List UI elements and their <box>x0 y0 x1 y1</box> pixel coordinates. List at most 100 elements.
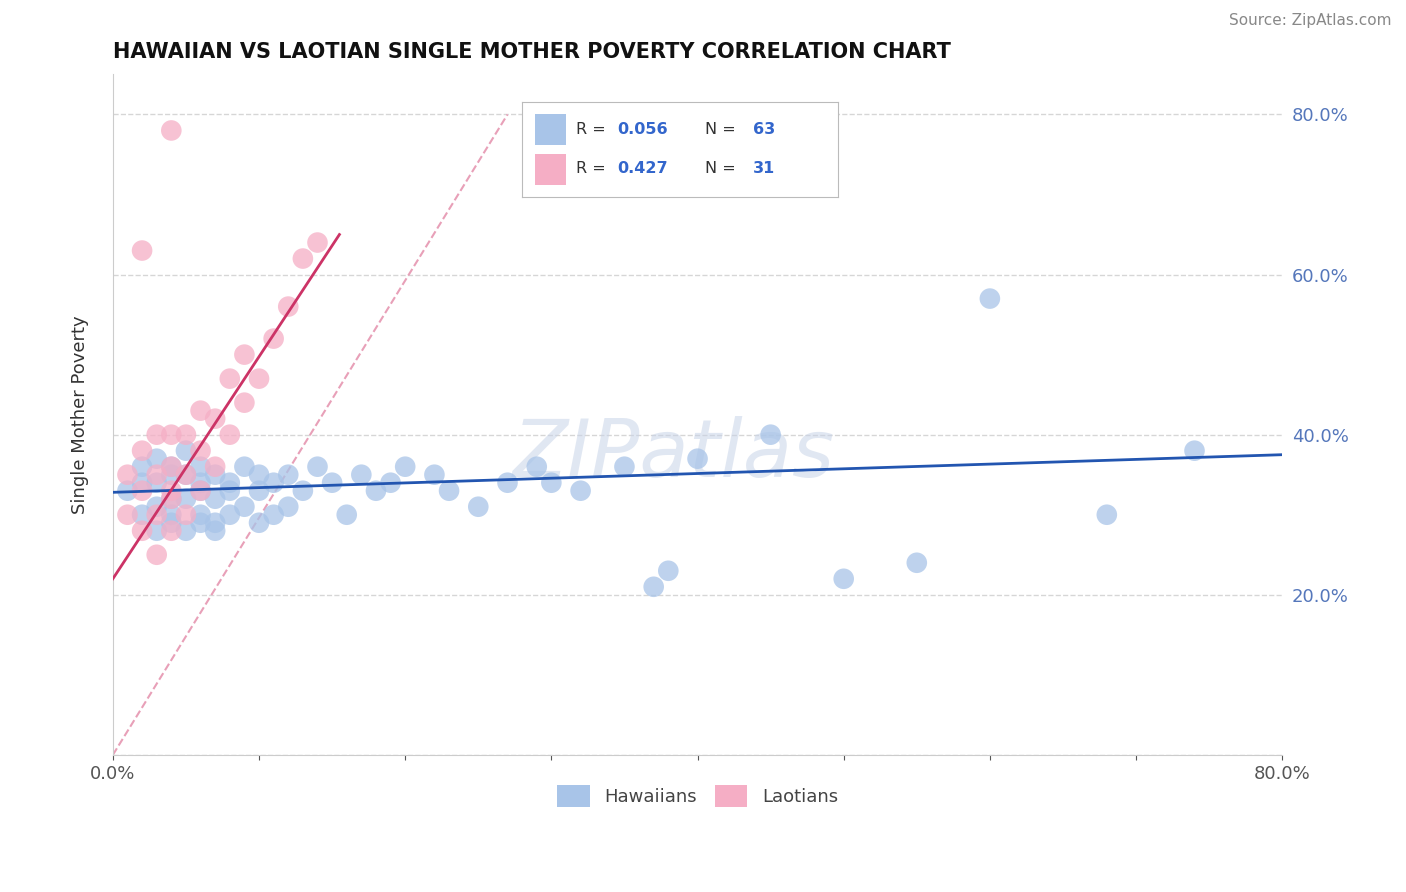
Text: Source: ZipAtlas.com: Source: ZipAtlas.com <box>1229 13 1392 29</box>
Point <box>160 467 183 482</box>
Point <box>686 451 709 466</box>
Point <box>277 467 299 482</box>
Point <box>526 459 548 474</box>
Point <box>160 459 183 474</box>
Point <box>291 252 314 266</box>
Point <box>190 475 212 490</box>
Point <box>263 508 285 522</box>
Point <box>145 500 167 514</box>
Point <box>247 467 270 482</box>
Point <box>131 443 153 458</box>
Point <box>540 475 562 490</box>
Point <box>174 467 197 482</box>
Point <box>145 508 167 522</box>
Point <box>979 292 1001 306</box>
Point <box>657 564 679 578</box>
Point <box>160 508 183 522</box>
Point <box>131 475 153 490</box>
Legend: Hawaiians, Laotians: Hawaiians, Laotians <box>550 778 845 814</box>
Point <box>160 491 183 506</box>
Point <box>277 500 299 514</box>
Point <box>145 475 167 490</box>
Point <box>233 395 256 409</box>
Point <box>218 483 240 498</box>
Point <box>1095 508 1118 522</box>
Point <box>117 483 139 498</box>
Y-axis label: Single Mother Poverty: Single Mother Poverty <box>72 316 89 514</box>
Point <box>204 467 226 482</box>
Point <box>145 467 167 482</box>
Point <box>145 451 167 466</box>
Point <box>145 427 167 442</box>
Point <box>160 516 183 530</box>
Point <box>131 459 153 474</box>
Point <box>233 348 256 362</box>
Point <box>190 508 212 522</box>
Point <box>204 411 226 425</box>
Point <box>160 524 183 538</box>
Point <box>423 467 446 482</box>
Point <box>350 467 373 482</box>
Point <box>643 580 665 594</box>
Point <box>496 475 519 490</box>
Point <box>174 443 197 458</box>
Point <box>218 371 240 385</box>
Point <box>174 524 197 538</box>
Point <box>569 483 592 498</box>
Point <box>263 332 285 346</box>
Point <box>145 548 167 562</box>
Point <box>467 500 489 514</box>
Point <box>759 427 782 442</box>
Point <box>160 427 183 442</box>
Point <box>307 459 329 474</box>
Point <box>160 123 183 137</box>
Point <box>174 491 197 506</box>
Point <box>131 508 153 522</box>
Point <box>247 516 270 530</box>
Point <box>336 508 359 522</box>
Point <box>832 572 855 586</box>
Point <box>307 235 329 250</box>
Point <box>174 427 197 442</box>
Point <box>263 475 285 490</box>
Point <box>204 524 226 538</box>
Point <box>321 475 343 490</box>
Point <box>190 403 212 417</box>
Point <box>117 467 139 482</box>
Point <box>190 443 212 458</box>
Text: ZIPatlas: ZIPatlas <box>513 417 835 494</box>
Point <box>204 491 226 506</box>
Point <box>613 459 636 474</box>
Point <box>291 483 314 498</box>
Point <box>190 483 212 498</box>
Point <box>218 508 240 522</box>
Point <box>117 508 139 522</box>
Point <box>437 483 460 498</box>
Point <box>218 427 240 442</box>
Point <box>145 524 167 538</box>
Point <box>174 467 197 482</box>
Point <box>190 483 212 498</box>
Point <box>204 516 226 530</box>
Point <box>247 371 270 385</box>
Point <box>131 244 153 258</box>
Point <box>218 475 240 490</box>
Point <box>160 483 183 498</box>
Point <box>394 459 416 474</box>
Point <box>233 500 256 514</box>
Point <box>277 300 299 314</box>
Point <box>364 483 387 498</box>
Point <box>1184 443 1206 458</box>
Point <box>131 524 153 538</box>
Point <box>174 508 197 522</box>
Point <box>233 459 256 474</box>
Point <box>380 475 402 490</box>
Point <box>190 459 212 474</box>
Point <box>247 483 270 498</box>
Text: HAWAIIAN VS LAOTIAN SINGLE MOTHER POVERTY CORRELATION CHART: HAWAIIAN VS LAOTIAN SINGLE MOTHER POVERT… <box>112 42 950 62</box>
Point <box>190 516 212 530</box>
Point <box>131 483 153 498</box>
Point <box>204 459 226 474</box>
Point <box>905 556 928 570</box>
Point <box>160 491 183 506</box>
